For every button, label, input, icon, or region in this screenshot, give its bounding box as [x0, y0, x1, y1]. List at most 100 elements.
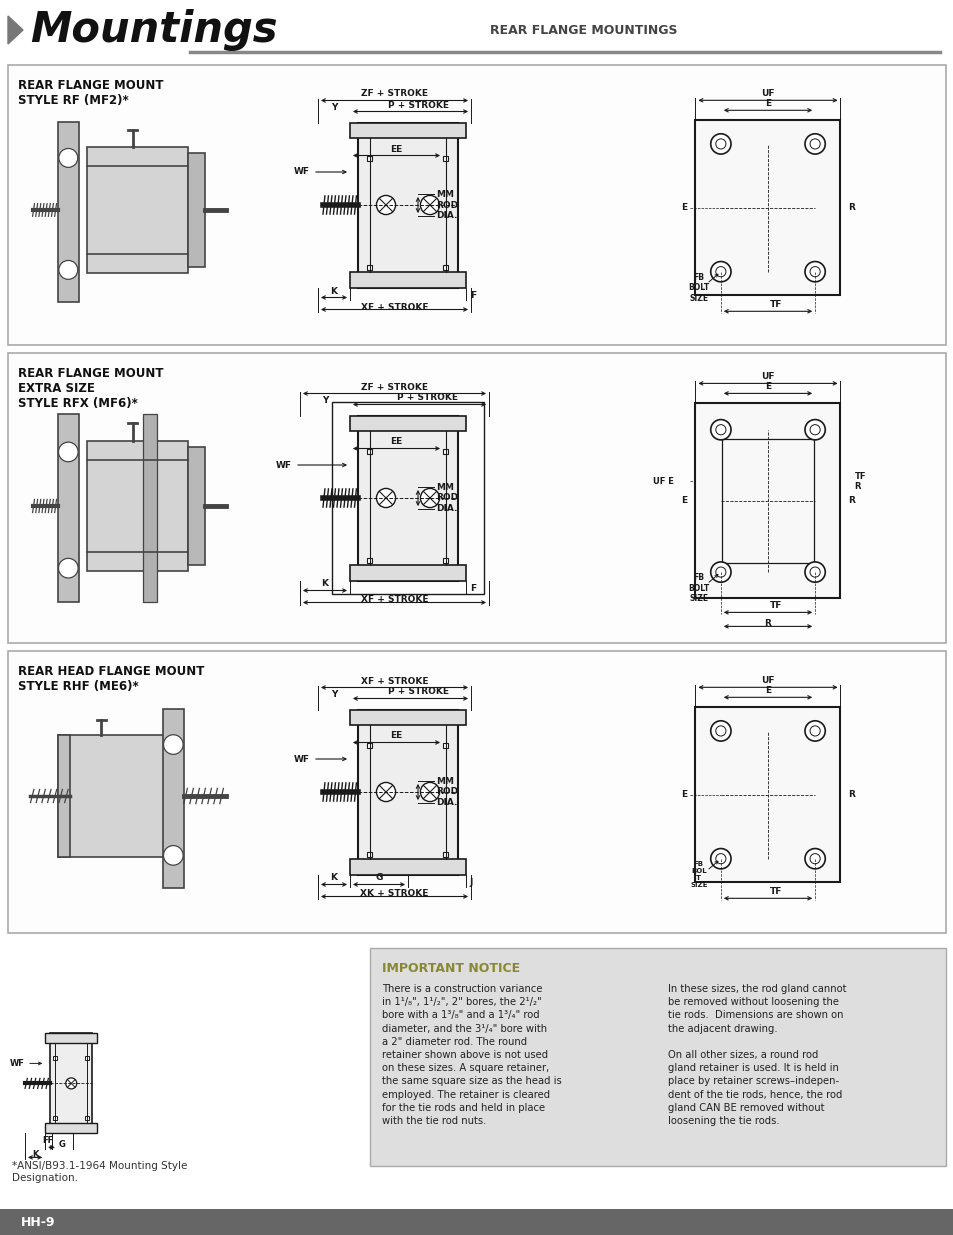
- Bar: [720, 438, 814, 563]
- Bar: [443, 450, 448, 454]
- Text: REAR FLANGE MOUNT
EXTRA SIZE
STYLE RFX (MF6)*: REAR FLANGE MOUNT EXTRA SIZE STYLE RFX (…: [18, 367, 163, 410]
- Text: G: G: [375, 873, 382, 883]
- Text: R: R: [847, 204, 855, 212]
- Circle shape: [376, 783, 395, 802]
- Bar: [163, 709, 184, 888]
- Bar: [8, 65, 945, 345]
- Circle shape: [163, 735, 183, 755]
- Polygon shape: [8, 16, 23, 44]
- Text: E: E: [764, 687, 770, 695]
- Text: WF: WF: [10, 1058, 25, 1068]
- Text: E: E: [764, 383, 770, 391]
- Bar: [87, 147, 188, 273]
- Circle shape: [59, 148, 77, 168]
- Circle shape: [710, 420, 730, 440]
- Bar: [188, 447, 205, 564]
- Circle shape: [710, 721, 730, 741]
- Circle shape: [809, 726, 820, 736]
- Text: FB
BOL
T
SIZE: FB BOL T SIZE: [689, 861, 707, 888]
- Text: WF: WF: [294, 755, 310, 763]
- Bar: [51, 1034, 92, 1134]
- Text: Y: Y: [331, 690, 336, 699]
- Bar: [85, 1116, 90, 1120]
- Bar: [58, 735, 167, 857]
- Bar: [443, 558, 448, 563]
- Text: Mountings: Mountings: [30, 9, 277, 51]
- Bar: [695, 120, 840, 295]
- Text: REAR HEAD FLANGE MOUNT
STYLE RHF (ME6)*: REAR HEAD FLANGE MOUNT STYLE RHF (ME6)*: [18, 664, 204, 693]
- Circle shape: [715, 567, 725, 577]
- Text: E: E: [680, 204, 687, 212]
- Bar: [357, 709, 457, 874]
- Text: R: R: [847, 790, 855, 799]
- Bar: [370, 948, 945, 1166]
- Bar: [367, 852, 372, 857]
- Text: WF: WF: [275, 461, 292, 469]
- Bar: [143, 415, 157, 601]
- Text: In these sizes, the rod gland cannot
be removed without loosening the
tie rods. : In these sizes, the rod gland cannot be …: [667, 984, 845, 1126]
- Text: ZF + STROKE: ZF + STROKE: [360, 383, 428, 391]
- Text: TF
R: TF R: [854, 472, 865, 492]
- Text: EE: EE: [390, 731, 402, 741]
- Text: F: F: [470, 291, 476, 300]
- Bar: [443, 264, 448, 269]
- Text: WF: WF: [294, 168, 310, 177]
- Circle shape: [804, 721, 824, 741]
- Bar: [367, 558, 372, 563]
- Circle shape: [804, 420, 824, 440]
- Bar: [443, 156, 448, 161]
- Text: XF + STROKE: XF + STROKE: [360, 677, 428, 685]
- Text: E: E: [764, 99, 770, 109]
- Circle shape: [715, 425, 725, 435]
- Text: FF: FF: [42, 1136, 53, 1145]
- Text: TF: TF: [769, 601, 781, 610]
- Bar: [350, 709, 465, 725]
- Circle shape: [710, 848, 730, 869]
- Bar: [8, 353, 945, 643]
- Text: Y: Y: [331, 103, 336, 112]
- Circle shape: [715, 138, 725, 149]
- Text: REAR FLANGE MOUNT
STYLE RF (MF2)*: REAR FLANGE MOUNT STYLE RF (MF2)*: [18, 79, 163, 107]
- Circle shape: [804, 133, 824, 154]
- Circle shape: [715, 726, 725, 736]
- Text: *ANSI/B93.1-1964 Mounting Style
Designation.: *ANSI/B93.1-1964 Mounting Style Designat…: [12, 1161, 187, 1183]
- Text: EE: EE: [390, 437, 402, 447]
- Text: UF: UF: [760, 373, 774, 382]
- Bar: [443, 743, 448, 748]
- Circle shape: [809, 853, 820, 863]
- Bar: [58, 735, 71, 857]
- Text: XF + STROKE: XF + STROKE: [360, 303, 428, 311]
- Text: K: K: [31, 1150, 38, 1160]
- Text: HH-9: HH-9: [21, 1215, 55, 1229]
- Bar: [367, 264, 372, 269]
- Text: F: F: [470, 584, 476, 593]
- Circle shape: [376, 488, 395, 508]
- Circle shape: [163, 846, 183, 866]
- Text: P + STROKE: P + STROKE: [388, 688, 449, 697]
- Text: R: R: [847, 496, 855, 505]
- Bar: [58, 122, 79, 303]
- Bar: [443, 852, 448, 857]
- Bar: [45, 1124, 97, 1134]
- Circle shape: [809, 267, 820, 277]
- Text: R: R: [763, 620, 771, 629]
- Bar: [350, 858, 465, 874]
- Circle shape: [809, 567, 820, 577]
- Circle shape: [804, 262, 824, 282]
- Bar: [367, 156, 372, 161]
- Bar: [8, 651, 945, 932]
- Bar: [367, 743, 372, 748]
- Text: TF: TF: [769, 300, 781, 309]
- Text: Y: Y: [321, 396, 328, 405]
- Bar: [188, 153, 205, 267]
- Text: E: E: [680, 790, 687, 799]
- Circle shape: [66, 1078, 76, 1089]
- Bar: [695, 708, 840, 882]
- Circle shape: [420, 488, 439, 508]
- Circle shape: [804, 848, 824, 869]
- Text: IMPORTANT NOTICE: IMPORTANT NOTICE: [381, 962, 519, 974]
- Bar: [350, 415, 465, 431]
- Circle shape: [804, 562, 824, 582]
- Circle shape: [420, 783, 439, 802]
- Text: K: K: [330, 873, 337, 883]
